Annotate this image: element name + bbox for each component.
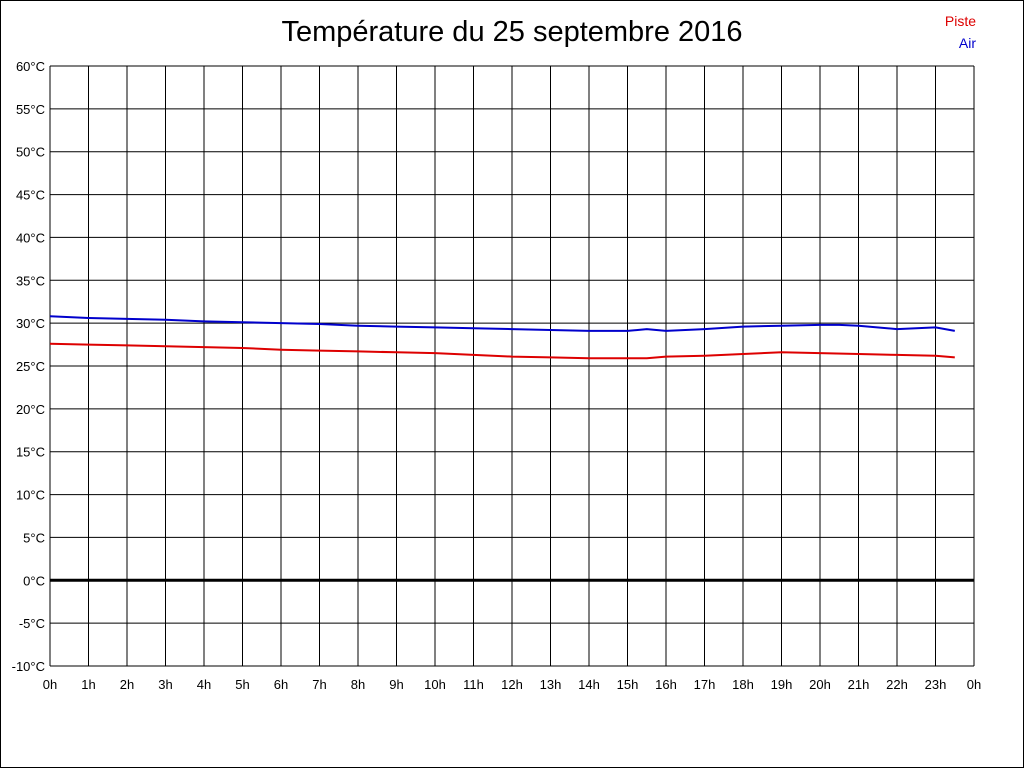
x-tick-label: 22h <box>886 677 908 692</box>
y-tick-label: 60°C <box>16 59 45 74</box>
x-tick-label: 23h <box>925 677 947 692</box>
x-tick-label: 15h <box>617 677 639 692</box>
x-tick-label: 1h <box>81 677 95 692</box>
y-tick-label: 30°C <box>16 316 45 331</box>
legend-entry-piste: Piste <box>944 13 976 29</box>
y-tick-label: 15°C <box>16 445 45 460</box>
y-tick-label: 35°C <box>16 273 45 288</box>
x-tick-label: 14h <box>578 677 600 692</box>
legend-entry-air: Air <box>958 35 976 51</box>
series-line-piste <box>49 342 955 360</box>
x-tick-label: 2h <box>120 677 134 692</box>
y-tick-label: 10°C <box>16 488 45 503</box>
x-tick-label: 18h <box>732 677 754 692</box>
x-tick-label: 11h <box>463 677 484 692</box>
x-tick-label: 4h <box>197 677 211 692</box>
y-tick-label: 0°C <box>23 573 45 588</box>
x-tick-label: 3h <box>158 677 172 692</box>
y-tick-label: -5°C <box>19 616 45 631</box>
y-tick-label: 5°C <box>23 530 45 545</box>
x-tick-label: 10h <box>424 677 446 692</box>
x-tick-label: 0h <box>967 677 981 692</box>
x-tick-label: 21h <box>848 677 870 692</box>
x-tick-label: 17h <box>694 677 716 692</box>
y-tick-label: 50°C <box>16 145 45 160</box>
x-tick-label: 8h <box>351 677 365 692</box>
y-tick-label: 55°C <box>16 102 45 117</box>
x-tick-label: 7h <box>312 677 326 692</box>
x-tick-label: 9h <box>389 677 403 692</box>
x-tick-label: 6h <box>274 677 288 692</box>
y-tick-label: 40°C <box>16 230 45 245</box>
y-tick-label: 20°C <box>16 402 45 417</box>
chart-title: Température du 25 septembre 2016 <box>281 16 743 48</box>
x-tick-label: 5h <box>235 677 249 692</box>
y-tick-label: 25°C <box>16 359 45 374</box>
x-tick-label: 16h <box>655 677 677 692</box>
y-tick-label: 45°C <box>16 188 45 203</box>
x-tick-label: 19h <box>771 677 793 692</box>
x-tick-label: 12h <box>501 677 523 692</box>
series-line-air <box>49 315 955 332</box>
y-tick-label: -10°C <box>12 659 45 674</box>
x-tick-label: 20h <box>809 677 831 692</box>
x-tick-label: 13h <box>540 677 562 692</box>
x-tick-label: 0h <box>43 677 57 692</box>
